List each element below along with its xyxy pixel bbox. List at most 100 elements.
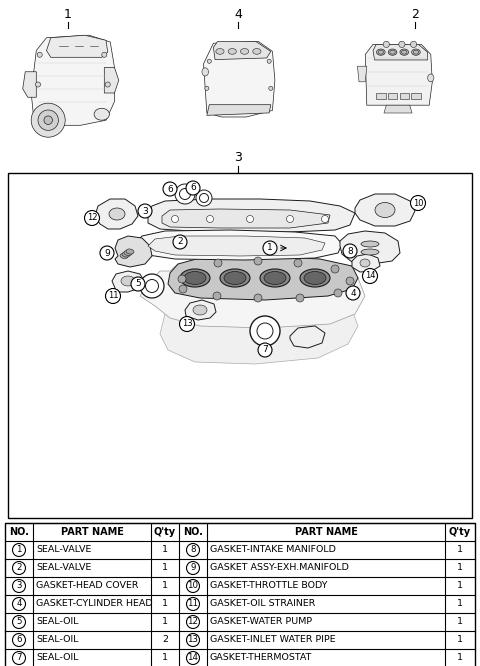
- Circle shape: [346, 277, 354, 285]
- Circle shape: [12, 597, 25, 611]
- Circle shape: [187, 561, 200, 575]
- Text: 2: 2: [16, 563, 22, 573]
- Circle shape: [322, 216, 328, 222]
- Text: PART NAME: PART NAME: [295, 527, 358, 537]
- Polygon shape: [160, 296, 358, 364]
- Circle shape: [140, 274, 164, 298]
- Text: 1: 1: [457, 581, 463, 591]
- Text: 1: 1: [457, 653, 463, 663]
- Circle shape: [84, 210, 99, 226]
- Circle shape: [410, 41, 417, 47]
- Bar: [8, 173, 472, 518]
- Text: Q'ty: Q'ty: [449, 527, 471, 537]
- Text: Q'ty: Q'ty: [154, 527, 176, 537]
- Text: 1: 1: [162, 545, 168, 555]
- Text: SEAL-OIL: SEAL-OIL: [36, 617, 79, 627]
- Polygon shape: [31, 35, 115, 125]
- Circle shape: [102, 52, 107, 57]
- Text: 14: 14: [365, 272, 375, 280]
- Text: 12: 12: [87, 214, 97, 222]
- Text: 3: 3: [234, 151, 242, 164]
- Text: 4: 4: [234, 8, 242, 21]
- Ellipse shape: [412, 49, 420, 55]
- Ellipse shape: [109, 208, 125, 220]
- Bar: [376, 93, 385, 99]
- Circle shape: [37, 52, 42, 57]
- Text: 1: 1: [457, 545, 463, 555]
- Text: 1: 1: [64, 8, 72, 21]
- Circle shape: [105, 82, 110, 87]
- Text: SEAL-VALVE: SEAL-VALVE: [36, 545, 91, 555]
- Text: GASKET-CYLINDER HEAD: GASKET-CYLINDER HEAD: [36, 599, 153, 609]
- Circle shape: [179, 285, 187, 293]
- Ellipse shape: [360, 259, 370, 267]
- Circle shape: [250, 316, 280, 346]
- Text: 1: 1: [162, 599, 168, 609]
- Ellipse shape: [300, 269, 330, 287]
- Text: 2: 2: [162, 635, 168, 645]
- Circle shape: [187, 615, 200, 629]
- Text: 7: 7: [262, 346, 268, 354]
- Circle shape: [258, 343, 272, 357]
- Circle shape: [294, 259, 302, 267]
- Text: 1: 1: [16, 545, 22, 555]
- Circle shape: [186, 181, 200, 195]
- Circle shape: [163, 182, 177, 196]
- Ellipse shape: [376, 49, 385, 55]
- Bar: [399, 93, 409, 99]
- Circle shape: [263, 241, 277, 255]
- Polygon shape: [358, 66, 367, 82]
- Circle shape: [44, 116, 52, 125]
- Polygon shape: [135, 230, 342, 260]
- Text: 4: 4: [16, 599, 22, 609]
- Text: 13: 13: [182, 320, 192, 328]
- Polygon shape: [352, 254, 380, 272]
- Text: 11: 11: [188, 599, 199, 609]
- Ellipse shape: [388, 49, 397, 55]
- Circle shape: [200, 194, 208, 202]
- Circle shape: [145, 280, 158, 292]
- Circle shape: [214, 259, 222, 267]
- Text: 6: 6: [190, 184, 196, 192]
- Ellipse shape: [184, 272, 206, 284]
- Ellipse shape: [304, 272, 326, 284]
- Polygon shape: [204, 41, 275, 117]
- Ellipse shape: [253, 49, 261, 54]
- Circle shape: [331, 265, 339, 273]
- Polygon shape: [214, 41, 271, 59]
- Circle shape: [206, 216, 214, 222]
- Circle shape: [187, 633, 200, 647]
- Text: GASKET-HEAD COVER: GASKET-HEAD COVER: [36, 581, 139, 591]
- Text: 1: 1: [457, 617, 463, 627]
- Polygon shape: [112, 271, 144, 292]
- Polygon shape: [290, 326, 325, 348]
- Text: 5: 5: [135, 280, 141, 288]
- Polygon shape: [95, 199, 138, 229]
- Text: 5: 5: [16, 617, 22, 627]
- Polygon shape: [207, 105, 271, 115]
- Circle shape: [247, 216, 253, 222]
- Circle shape: [254, 257, 262, 265]
- Circle shape: [12, 651, 25, 665]
- Text: 6: 6: [167, 184, 173, 194]
- Circle shape: [187, 651, 200, 665]
- Circle shape: [12, 633, 25, 647]
- Ellipse shape: [216, 49, 224, 54]
- Ellipse shape: [120, 254, 128, 258]
- Circle shape: [346, 286, 360, 300]
- Text: SEAL-OIL: SEAL-OIL: [36, 635, 79, 645]
- Ellipse shape: [361, 241, 379, 247]
- Text: 11: 11: [108, 292, 118, 300]
- Ellipse shape: [220, 269, 250, 287]
- Circle shape: [187, 543, 200, 557]
- Ellipse shape: [361, 249, 379, 255]
- Circle shape: [267, 59, 271, 63]
- Ellipse shape: [378, 50, 384, 54]
- Polygon shape: [115, 236, 152, 267]
- Ellipse shape: [401, 50, 407, 54]
- Ellipse shape: [390, 50, 395, 54]
- Text: 1: 1: [162, 653, 168, 663]
- Polygon shape: [104, 67, 119, 93]
- Text: 7: 7: [16, 653, 22, 663]
- Circle shape: [187, 579, 200, 593]
